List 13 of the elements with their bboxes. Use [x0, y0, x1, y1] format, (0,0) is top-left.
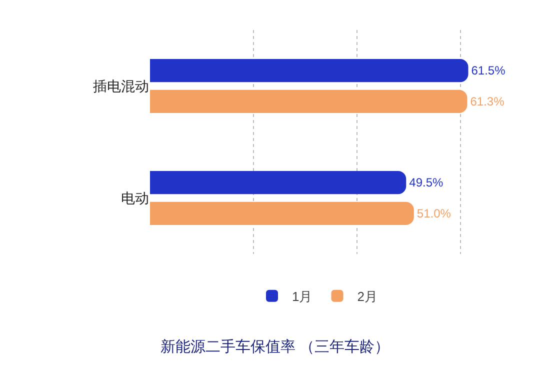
legend-label: 2月 — [357, 288, 378, 304]
text: 新能源二手车保值率 （三年车龄） — [160, 338, 390, 356]
bar — [150, 171, 406, 194]
bar — [150, 202, 414, 225]
data-label: 61.5% — [471, 64, 506, 78]
legend-label: 1月 — [292, 288, 312, 304]
bar — [150, 90, 468, 113]
y-tick-label: 电动 — [121, 190, 149, 206]
data-label: 61.3% — [470, 94, 505, 108]
data-label: 51.0% — [416, 206, 452, 220]
bar — [150, 59, 468, 82]
data-label: 49.5% — [409, 176, 444, 190]
y-tick-label: 插电混动 — [93, 78, 149, 94]
